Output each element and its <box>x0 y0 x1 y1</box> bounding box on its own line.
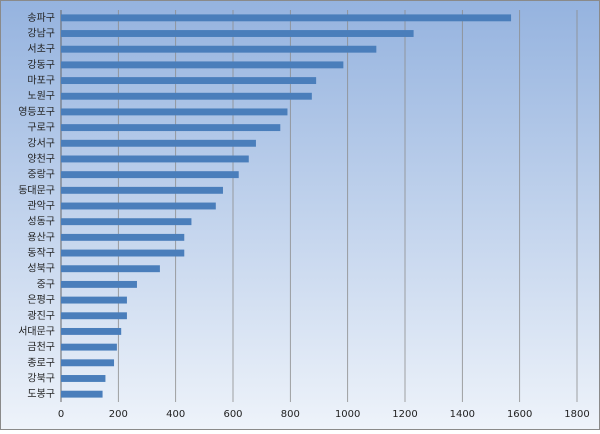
bar <box>61 155 249 163</box>
bar <box>61 202 216 210</box>
y-tick-label: 서초구 <box>27 43 55 55</box>
x-tick-label: 600 <box>223 409 242 420</box>
x-tick-label: 800 <box>281 409 300 420</box>
y-tick-label: 구로구 <box>27 123 55 134</box>
bar <box>61 14 512 22</box>
bar <box>61 359 115 367</box>
y-tick-label: 동대문구 <box>18 184 55 196</box>
y-tick-label: 강동구 <box>27 59 55 71</box>
x-tick-label: 1200 <box>392 409 417 420</box>
bar <box>61 327 122 335</box>
bar <box>61 45 377 53</box>
bar <box>61 233 185 241</box>
bar <box>61 77 317 85</box>
y-tick-label: 영등포구 <box>18 106 55 118</box>
y-tick-label: 강남구 <box>27 28 55 40</box>
bar <box>61 171 239 179</box>
bar <box>61 296 127 304</box>
x-tick-label: 1000 <box>335 409 360 420</box>
bar <box>61 186 223 194</box>
y-tick-label: 은평구 <box>27 294 55 306</box>
bar <box>61 30 414 37</box>
y-tick-label: 노원구 <box>27 90 55 102</box>
y-tick-label: 종로구 <box>27 357 55 369</box>
x-tick-label: 0 <box>58 409 64 420</box>
y-tick-label: 양천구 <box>27 153 55 165</box>
y-tick-label: 관악구 <box>27 200 55 212</box>
y-tick-label: 광진구 <box>27 310 55 322</box>
y-tick-label: 동작구 <box>27 247 55 259</box>
x-tick-label: 400 <box>166 409 185 420</box>
bar <box>61 124 281 132</box>
bar <box>61 265 160 273</box>
x-tick-label: 200 <box>109 409 128 420</box>
bar <box>61 249 185 257</box>
y-tick-label: 금천구 <box>27 341 55 353</box>
bar <box>61 92 312 100</box>
bar <box>61 139 256 147</box>
y-tick-label: 송파구 <box>27 12 55 24</box>
y-tick-label: 용산구 <box>27 231 55 243</box>
y-tick-label: 강북구 <box>27 372 55 384</box>
y-tick-label: 강서구 <box>27 137 55 149</box>
bar <box>61 218 192 226</box>
y-tick-label: 중랑구 <box>27 169 55 181</box>
bar <box>61 280 137 288</box>
bar <box>61 61 344 69</box>
y-tick-label: 서대문구 <box>18 325 55 337</box>
y-tick-label: 마포구 <box>27 75 55 87</box>
x-tick-label: 1800 <box>564 409 589 420</box>
bar <box>61 390 103 398</box>
bar <box>61 108 288 116</box>
y-tick-label: 성북구 <box>27 263 55 275</box>
y-tick-label: 중구 <box>37 278 55 290</box>
x-tick-label: 1600 <box>507 409 532 420</box>
y-tick-label: 도봉구 <box>27 388 55 400</box>
x-tick-label: 1400 <box>450 409 475 420</box>
y-tick-label: 성동구 <box>27 216 55 228</box>
bar <box>61 375 106 382</box>
bar <box>61 312 127 320</box>
bar <box>61 343 117 351</box>
